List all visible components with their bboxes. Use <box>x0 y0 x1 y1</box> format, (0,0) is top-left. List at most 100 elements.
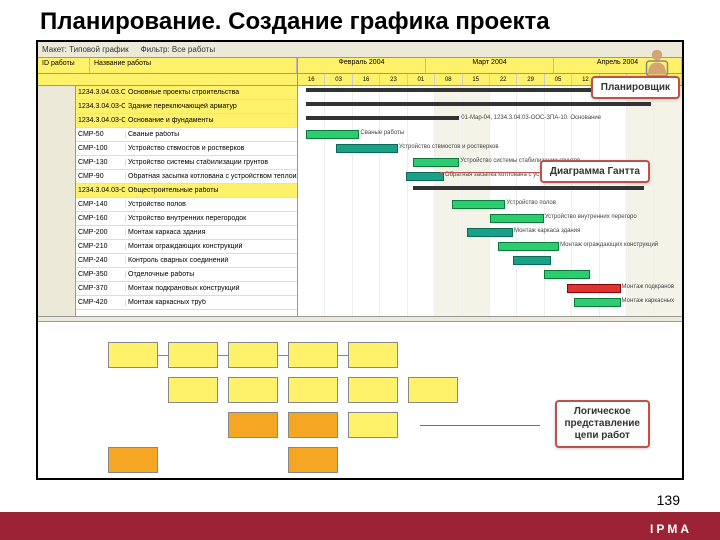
gantt-bar[interactable]: Монтаж подкранов <box>567 284 621 293</box>
task-row[interactable]: СМР-90Обратная засыпка котлована с устро… <box>76 170 297 184</box>
task-id: 1234.3.04.03-ООС-ЗПА <box>76 103 126 110</box>
task-row[interactable]: 1234.3.04.03-ООС-ЗПАЗдание переключающей… <box>76 100 297 114</box>
slide-title: Планирование. Создание графика проекта <box>0 0 720 40</box>
bar-label: Устройство внутренних перегоро <box>545 214 637 220</box>
network-node[interactable] <box>348 412 398 438</box>
task-name: Устройство внутренних перегородок <box>126 215 297 222</box>
task-id: СМР-210 <box>76 243 126 250</box>
task-row[interactable]: СМР-200Монтаж каркаса здания <box>76 226 297 240</box>
network-node[interactable] <box>228 377 278 403</box>
gantt-bar[interactable]: Устройство полов <box>452 200 506 209</box>
gantt-bar[interactable]: Монтаж каркасных <box>574 298 620 307</box>
network-node[interactable] <box>108 342 158 368</box>
day-cell: 15 <box>463 74 490 85</box>
layout-label: Макет: Типовой график <box>42 45 129 54</box>
task-id: СМР-100 <box>76 145 126 152</box>
task-row[interactable]: СМР-160Устройство внутренних перегородок <box>76 212 297 226</box>
task-name: Устройство полов <box>126 201 297 208</box>
network-node[interactable] <box>348 342 398 368</box>
month-header: Март 2004 <box>426 58 554 73</box>
task-name: Обратная засыпка котлована с устройством… <box>126 173 297 180</box>
task-row[interactable]: 1234.3.04.03-ООС-ЗПА-10Основание и фунда… <box>76 114 297 128</box>
bar-label: Сваные работы <box>360 130 404 136</box>
task-id: СМР-420 <box>76 299 126 306</box>
gantt-bar[interactable]: Монтаж каркаса здания <box>467 228 513 237</box>
gantt-bar[interactable]: Устройство системы стабилизации грунтов <box>413 158 459 167</box>
network-node[interactable] <box>228 412 278 438</box>
footer-bar: IPMA <box>0 512 720 540</box>
bar-label: Монтаж каркасных <box>622 298 675 304</box>
task-row[interactable]: СМР-420Монтаж каркасных труб <box>76 296 297 310</box>
task-name: Монтаж каркаса здания <box>126 229 297 236</box>
label-network: Логическое представление цепи работ <box>555 400 651 448</box>
header-id[interactable]: ID работы <box>38 58 90 73</box>
gantt-bar[interactable] <box>513 256 551 265</box>
label-gantt: Диаграмма Гантта <box>540 160 650 183</box>
network-node[interactable] <box>108 447 158 473</box>
task-row[interactable]: СМР-210Монтаж ограждающих конструкций <box>76 240 297 254</box>
header-name[interactable]: Название работы <box>90 58 297 73</box>
network-node[interactable] <box>168 377 218 403</box>
task-id: СМР-50 <box>76 131 126 138</box>
task-id: СМР-370 <box>76 285 126 292</box>
day-cell: 29 <box>517 74 544 85</box>
task-id: СМР-200 <box>76 229 126 236</box>
gantt-bar[interactable]: Обратная засыпка котлована с устр <box>406 172 444 181</box>
gantt-chart[interactable]: 01-Мар-04, 1234.3.04.03-ООС-ЗПА-10. Осно… <box>298 86 682 316</box>
bar-label: Монтаж ограждающих конструкций <box>560 242 658 248</box>
task-row[interactable]: СМР-240Контроль сварных соединений <box>76 254 297 268</box>
day-cell: 01 <box>408 74 435 85</box>
network-node[interactable] <box>228 342 278 368</box>
gantt-bar[interactable] <box>413 186 643 190</box>
task-list[interactable]: 1234.3.04.03.ООСОсновные проекты строите… <box>76 86 298 316</box>
gantt-bar[interactable]: Сваные работы <box>306 130 360 139</box>
task-name: Сваные работы <box>126 131 297 138</box>
task-id: СМР-140 <box>76 201 126 208</box>
day-cell: 22 <box>490 74 517 85</box>
task-row[interactable]: СМР-50Сваные работы <box>76 128 297 142</box>
gantt-bar[interactable]: Устройство ствмостов и ростверков <box>336 144 397 153</box>
task-name: Отделочные работы <box>126 271 297 278</box>
network-node[interactable] <box>348 377 398 403</box>
task-row[interactable]: СМР-370Монтаж подкрановых конструкций <box>76 282 297 296</box>
task-name: Контроль сварных соединений <box>126 257 297 264</box>
day-cell: 05 <box>545 74 572 85</box>
gantt-bar[interactable]: Устройство внутренних перегоро <box>490 214 544 223</box>
column-headers: ID работы Название работы Февраль 2004Ма… <box>38 58 682 74</box>
network-node[interactable] <box>288 377 338 403</box>
network-node[interactable] <box>288 447 338 473</box>
day-cell: 08 <box>435 74 462 85</box>
task-row[interactable]: 1234.3.04.03.ООСОсновные проекты строите… <box>76 86 297 100</box>
task-row[interactable]: СМР-350Отделочные работы <box>76 268 297 282</box>
task-name: Монтаж подкрановых конструкций <box>126 285 297 292</box>
task-name: Здание переключающей арматур <box>126 103 297 110</box>
network-node[interactable] <box>288 412 338 438</box>
bar-label: Устройство полов <box>506 200 556 206</box>
bar-label: 01-Мар-04, 1234.3.04.03-ООС-ЗПА-10. Осно… <box>461 115 601 121</box>
task-row[interactable]: СМР-140Устройство полов <box>76 198 297 212</box>
network-node[interactable] <box>288 342 338 368</box>
network-node[interactable] <box>168 342 218 368</box>
task-id: СМР-130 <box>76 159 126 166</box>
task-name: Основные проекты строительства <box>126 89 297 96</box>
task-id: СМР-240 <box>76 257 126 264</box>
month-header: Февраль 2004 <box>298 58 426 73</box>
gantt-bar[interactable] <box>306 102 652 106</box>
day-cell: 03 <box>325 74 352 85</box>
gantt-bar[interactable]: 01-Мар-04, 1234.3.04.03-ООС-ЗПА-10. Осно… <box>306 116 460 120</box>
gantt-bar[interactable] <box>544 270 590 279</box>
task-row[interactable]: СМР-130Устройство системы стабилизации г… <box>76 156 297 170</box>
day-cell: 16 <box>298 74 325 85</box>
task-row[interactable]: СМР-100Устройство ствмостов и ростверков <box>76 142 297 156</box>
gantt-bar[interactable]: Монтаж ограждающих конструкций <box>498 242 559 251</box>
page-number: 139 <box>657 492 680 508</box>
task-id: 1234.3.04.03-ООС-ЗПА-19 <box>76 187 126 194</box>
task-id: СМР-350 <box>76 271 126 278</box>
task-row[interactable]: 1234.3.04.03-ООС-ЗПА-19Общестроительные … <box>76 184 297 198</box>
label-planner: Планировщик <box>591 76 680 99</box>
tree-outline[interactable] <box>38 86 76 316</box>
task-name: Монтаж каркасных труб <box>126 299 297 306</box>
filter-label: Фильтр: Все работы <box>141 45 216 54</box>
network-node[interactable] <box>408 377 458 403</box>
task-name: Устройство ствмостов и ростверков <box>126 145 297 152</box>
